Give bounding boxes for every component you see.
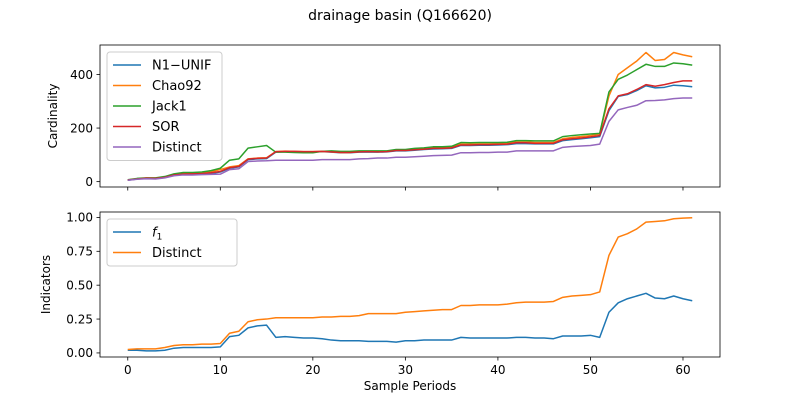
- subplots: 0200400CardinalityN1−UNIFChao92Jack1SORD…: [39, 44, 721, 393]
- x-tick-label: 40: [490, 363, 505, 377]
- x-axis-label: Sample Periods: [364, 379, 456, 393]
- series-line-1-5: [127, 97, 693, 182]
- subplot-2: 0 10 20 30 40 50 60 0.00 0.25 0.50 0.75 1.00 Indicat…: [39, 211, 721, 393]
- legend-entry-label: Distinct: [152, 246, 202, 261]
- legend-entry-label: SOR: [152, 120, 180, 135]
- axes-frame: [99, 211, 721, 358]
- y-tick-label: 200: [70, 121, 93, 135]
- legend-entry-label: Jack1: [151, 100, 187, 115]
- y-axis-label: Indicators: [39, 255, 53, 314]
- y-tick-label: 0.00: [66, 346, 93, 360]
- y-tick-label: 0.50: [66, 278, 93, 292]
- series-line-1-3: [127, 62, 693, 181]
- legend: N1−UNIF Chao92 Jack1 SOR Distinct: [106, 51, 223, 161]
- legend-entry-label: Distinct: [152, 141, 202, 156]
- legend-entry-label: N1−UNIF: [152, 59, 211, 74]
- y-tick-label: 0: [85, 175, 93, 189]
- series-line-2-1: [127, 292, 693, 352]
- series-line-1-4: [127, 80, 693, 181]
- axes-frame: [99, 44, 721, 188]
- x-tick-label: 30: [398, 363, 413, 377]
- legend-entry-label: f1: [152, 226, 162, 243]
- series-line-2-2: [127, 216, 693, 351]
- x-tick-label: 10: [213, 363, 228, 377]
- y-tick-label: 0.25: [66, 312, 93, 326]
- figure-title: drainage basin (Q166620): [308, 8, 492, 24]
- legend: f1 Distinct: [106, 218, 238, 267]
- y-tick-label: 0.75: [66, 245, 93, 259]
- y-tick-label: 400: [70, 68, 93, 82]
- y-tick-label: 1.00: [66, 211, 93, 225]
- subplot-1: 0 200 400 Cardinality N1−UNIF Chao92 Jack1 SOR D…: [46, 44, 721, 191]
- x-tick-label: 20: [305, 363, 320, 377]
- legend-box: [106, 51, 223, 161]
- legend-entry-label: Chao92: [152, 79, 202, 94]
- x-tick-label: 60: [675, 363, 690, 377]
- y-axis-label: Cardinality: [46, 84, 60, 149]
- legend-box: [106, 218, 238, 267]
- x-tick-label: 0: [124, 363, 132, 377]
- x-tick-label: 50: [583, 363, 598, 377]
